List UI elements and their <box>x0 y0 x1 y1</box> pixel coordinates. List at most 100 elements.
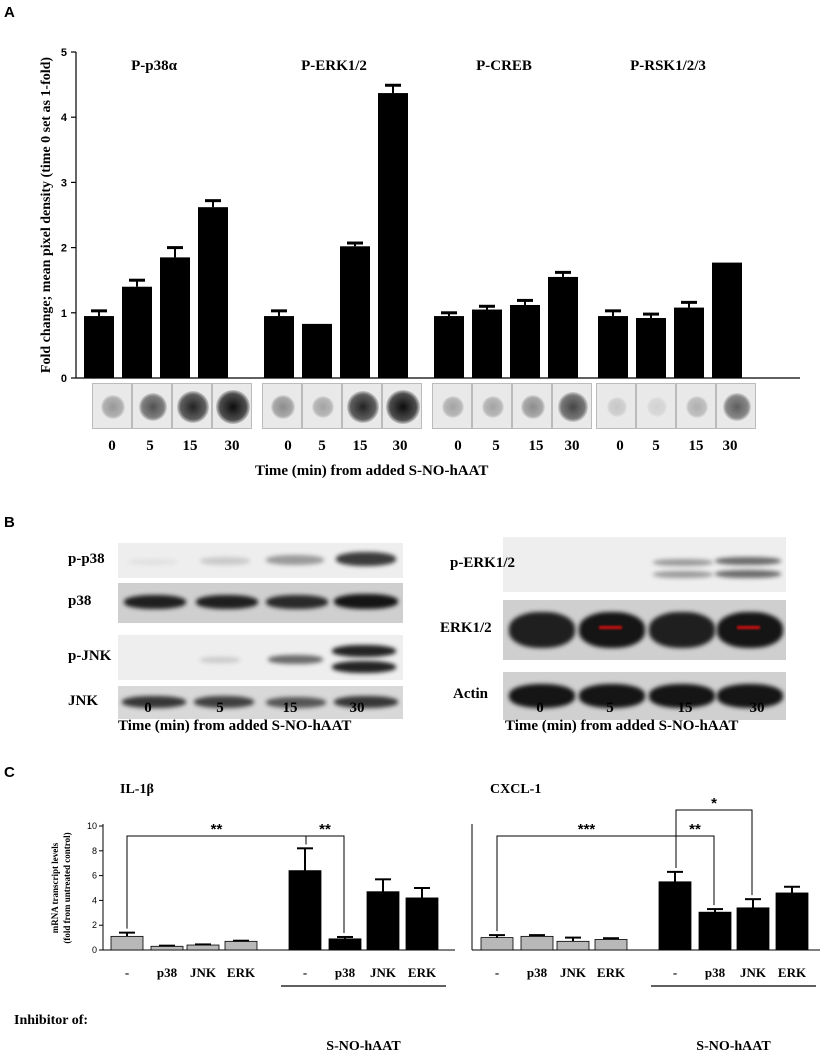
panel-c-category-label: p38 <box>157 965 178 980</box>
panel-a-dot-blot <box>92 383 132 429</box>
panel-a-time-label: 15 <box>528 438 544 454</box>
blot-spot <box>270 394 296 420</box>
panel-a-bar <box>636 318 666 378</box>
significance-bracket <box>496 835 677 932</box>
panel-c-bar <box>736 907 770 951</box>
protein-band <box>332 645 396 657</box>
protein-band <box>194 696 254 708</box>
panel-a-dot-blot <box>302 383 342 429</box>
panel-a-chart: 0 1 2 3 4 5 Fold change; mean pixel density (t… <box>39 47 800 385</box>
blot-spot <box>723 393 751 421</box>
panel-a-ytick-label: 5 <box>61 47 67 59</box>
significance-label: *** <box>578 821 596 838</box>
protein-band <box>336 552 396 566</box>
protein-band <box>717 684 783 708</box>
panel-c-category-label: ERK <box>778 965 807 980</box>
panel-c-bar <box>520 935 554 951</box>
panel-b-time-label: 5 <box>606 700 614 716</box>
panel-b-blot-label: p-p38 <box>68 550 105 567</box>
panel-a-dot-blot <box>342 383 382 429</box>
panel-c-ytick-label: 6 <box>92 871 97 881</box>
panel-a-dot-blot <box>716 383 756 429</box>
panel-c-bar <box>480 937 514 951</box>
panel-a-subplot-title: P-ERK1/2 <box>301 58 367 74</box>
panel-b-time-label: 0 <box>144 700 152 716</box>
protein-band <box>509 612 575 648</box>
protein-band <box>200 657 240 663</box>
panel-c-category-label: - <box>125 965 129 980</box>
panel-a-bar <box>302 323 332 378</box>
blot-spot <box>386 390 420 424</box>
panel-c-category-label: - <box>303 965 307 980</box>
panel-c-bar <box>405 897 439 951</box>
protein-band <box>196 595 258 609</box>
protein-band <box>124 595 186 609</box>
protein-band <box>128 559 178 565</box>
blot-spot <box>311 395 335 419</box>
panel-a-bar <box>510 304 540 378</box>
protein-band <box>334 594 398 609</box>
panel-a-subplot-title: P-CREB <box>476 58 532 74</box>
panel-b-time-label: 30 <box>349 700 365 716</box>
panel-a-dot-blot <box>512 383 552 429</box>
panel-c-ytick-label: 10 <box>87 821 97 831</box>
panel-a-dot-blot <box>676 383 716 429</box>
panel-a-subplot-title: P-RSK1/2/3 <box>630 58 706 74</box>
panel-c-group-label: S-NO-hAAT <box>326 1039 401 1054</box>
blot-spot <box>647 397 667 417</box>
panel-a-time-label: 15 <box>182 438 198 454</box>
panel-c-category-label: - <box>673 965 677 980</box>
panel-b-time-label: 5 <box>216 700 224 716</box>
panel-c-subplot-title: IL-1β <box>120 782 154 797</box>
panel-c-bar <box>366 891 400 951</box>
panel-c-category-label: p38 <box>335 965 356 980</box>
panel-c-ylabel-1: mRNA transcript levels <box>50 842 60 933</box>
band-highlight <box>598 626 622 630</box>
band-highlight <box>736 626 760 630</box>
panel-a-xlabel: Time (min) from added S-NO-hAAT <box>255 463 489 479</box>
panel-b-blot-strip <box>118 686 403 719</box>
protein-band <box>649 612 715 648</box>
significance-label: ** <box>689 821 701 838</box>
panel-a-bar <box>472 309 502 378</box>
panel-c-ytick-label: 0 <box>92 945 97 955</box>
significance-label: ** <box>211 821 223 838</box>
panel-c-bar <box>328 938 362 951</box>
protein-band <box>509 684 575 708</box>
panel-a-dot-blot <box>132 383 172 429</box>
panel-a-bar <box>340 246 370 378</box>
protein-band <box>122 696 186 708</box>
panel-c-category-label: JNK <box>740 965 767 980</box>
panel-c-category-label: JNK <box>560 965 587 980</box>
panel-c-ytick-label: 2 <box>92 920 97 930</box>
panel-a-bar <box>712 262 742 378</box>
blot-spot <box>441 395 465 419</box>
panel-c-ytick-label: 8 <box>92 846 97 856</box>
panel-a-bar <box>598 316 628 378</box>
panel-c-bar <box>110 935 144 951</box>
panel-c-bar <box>288 870 322 951</box>
blot-spot <box>520 394 546 420</box>
protein-band <box>268 655 323 664</box>
panel-c-letter: C <box>4 764 15 781</box>
panel-b-letter: B <box>4 514 15 531</box>
panel-c-category-label: p38 <box>527 965 548 980</box>
panel-b-right-xlabel: Time (min) from added S-NO-hAAT <box>505 718 739 734</box>
blot-spot <box>101 395 125 419</box>
significance-label: * <box>711 795 717 812</box>
panel-a-ylabel: Fold change; mean pixel density (time 0 … <box>39 57 54 373</box>
panel-a-dot-blot <box>472 383 512 429</box>
panel-c-category-label: ERK <box>408 965 437 980</box>
panel-b-blot-strip <box>118 583 403 623</box>
panel-c-category-label: ERK <box>597 965 626 980</box>
panel-c-category-label: JNK <box>370 965 397 980</box>
panel-b-blot-strip <box>118 543 403 578</box>
panel-a-time-label: 0 <box>616 438 624 454</box>
blot-spot <box>216 390 250 424</box>
blot-spot <box>347 391 379 423</box>
panel-a-bar <box>264 316 294 378</box>
panel-b-blot-label: ERK1/2 <box>440 620 492 636</box>
panel-b-blot-label: p-ERK1/2 <box>450 554 516 571</box>
panel-a-bar <box>434 316 464 378</box>
panel-b-time-label: 30 <box>749 700 765 716</box>
